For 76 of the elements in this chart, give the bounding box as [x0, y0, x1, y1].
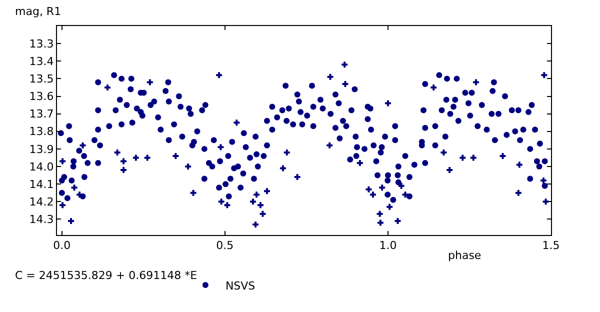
- point: [190, 190, 196, 196]
- y-tick-label: 14.0: [29, 160, 54, 174]
- y-tick-label: 13.7: [29, 108, 54, 121]
- point: [252, 221, 259, 228]
- point: [326, 142, 333, 148]
- point: [430, 84, 437, 90]
- point: [542, 198, 549, 205]
- point: [500, 152, 506, 159]
- point: [172, 152, 179, 159]
- point: [280, 165, 286, 172]
- x-tick-label: 1.5: [542, 239, 560, 252]
- point: [218, 198, 224, 205]
- point: [80, 142, 86, 148]
- y-tick-label: 14.2: [29, 195, 54, 208]
- point: [473, 79, 479, 86]
- point: [376, 210, 383, 217]
- point: [460, 154, 466, 161]
- point: [446, 167, 453, 174]
- y-tick-label: 13.3: [29, 37, 54, 50]
- point: [60, 158, 66, 164]
- point: [71, 184, 78, 191]
- point: [327, 74, 334, 80]
- point: [257, 202, 264, 208]
- point: [114, 149, 120, 156]
- point: [370, 192, 376, 198]
- text: C = 2451535.829 + 0.691148 *E: [15, 269, 198, 282]
- point: [356, 160, 363, 166]
- point: [515, 190, 522, 196]
- point: [540, 178, 546, 184]
- point: [366, 186, 372, 192]
- point: [76, 192, 82, 198]
- point: [398, 182, 404, 189]
- point: [104, 84, 111, 90]
- legend-label: NSVS: [225, 279, 256, 292]
- x-axis-title: phase: [448, 249, 482, 262]
- x-tick-label: 1.0: [379, 239, 397, 252]
- point: [470, 154, 476, 161]
- point: [402, 192, 408, 198]
- point: [379, 184, 386, 191]
- point: [224, 202, 230, 208]
- point: [60, 202, 66, 208]
- point: [185, 164, 192, 170]
- y-tick-label: 13.8: [29, 125, 54, 138]
- y-tick-label: 14.3: [29, 213, 54, 226]
- point: [264, 188, 270, 194]
- point: [250, 198, 256, 205]
- point: [218, 144, 224, 150]
- point: [120, 167, 127, 174]
- point: [342, 62, 348, 68]
- point: [394, 218, 401, 224]
- y-tick-label: 13.9: [29, 142, 54, 156]
- point: [146, 79, 153, 86]
- y-tick-label: 13.5: [29, 72, 54, 86]
- point: [516, 162, 522, 168]
- point: [68, 218, 74, 224]
- point: [284, 149, 290, 156]
- point: [234, 120, 240, 126]
- point: [216, 72, 222, 78]
- point: [384, 100, 391, 106]
- point: [132, 154, 139, 161]
- point: [120, 158, 127, 164]
- point: [541, 72, 548, 78]
- point: [144, 154, 150, 161]
- point: [294, 174, 300, 180]
- point: [260, 210, 266, 217]
- point: [254, 192, 260, 198]
- y-tick-label: 13.4: [29, 54, 54, 68]
- x-tick-label: 0.0: [53, 239, 71, 252]
- point: [342, 80, 348, 87]
- x-tick-label: 0.5: [216, 239, 234, 252]
- point: [377, 220, 384, 226]
- point: [440, 149, 447, 156]
- point: [386, 204, 393, 210]
- y-axis-title: mag, R1: [15, 5, 62, 18]
- y-tick-label: 14.1: [29, 178, 54, 191]
- y-tick-label: 13.6: [29, 90, 54, 104]
